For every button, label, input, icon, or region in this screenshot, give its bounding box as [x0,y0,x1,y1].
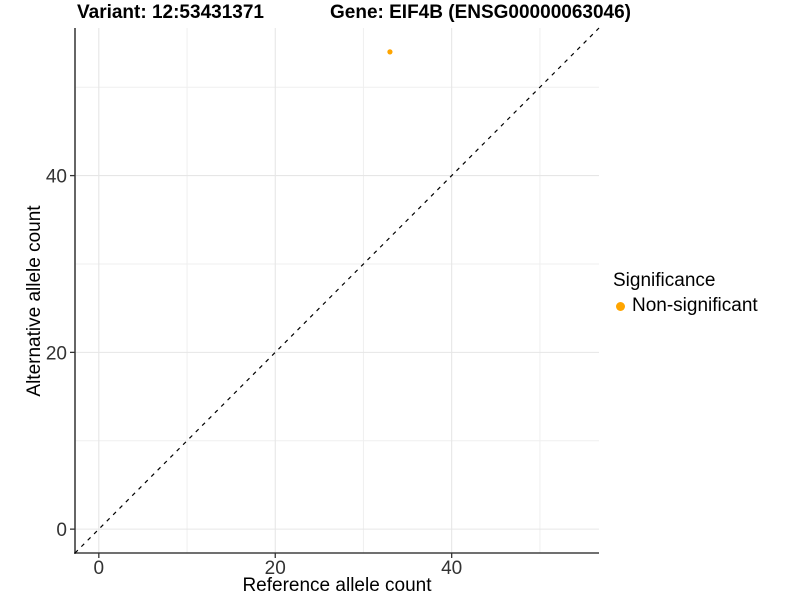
legend-marker-circle-icon [616,301,625,311]
legend-title: Significance [613,270,716,291]
y-tick-label: 20 [46,343,67,364]
x-axis-title: Reference allele count [242,575,432,596]
x-tick-label: 40 [441,558,462,579]
legend-item-label: Non-significant [632,295,758,316]
x-tick-label: 20 [265,558,286,579]
identity-reference-line [74,27,600,554]
x-tick-label: 0 [94,558,105,579]
plot-title-gene: Gene: EIF4B (ENSG00000063046) [330,2,631,23]
legend: Significance Non-significant [613,270,758,317]
plot-title-variant: Variant: 12:53431371 [77,2,264,23]
legend-items: Non-significant [613,295,758,317]
y-axis-title: Alternative allele count [24,205,45,397]
y-tick-label: 40 [46,167,67,188]
data-point [387,49,393,55]
y-tick-label: 0 [56,520,67,541]
legend-item: Non-significant [616,295,758,317]
